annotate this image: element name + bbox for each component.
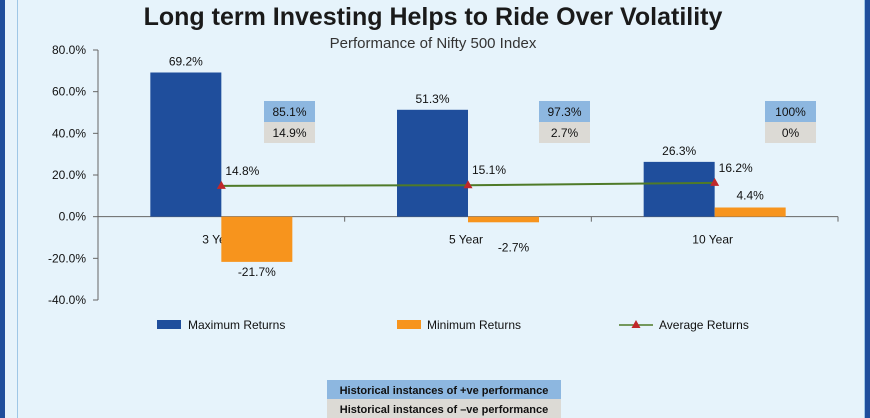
negative-instance-box	[765, 122, 816, 143]
legend-label-max: Maximum Returns	[188, 318, 285, 332]
max-return-label: 69.2%	[169, 55, 203, 69]
legend-label-min: Minimum Returns	[427, 318, 521, 332]
max-return-bar	[150, 72, 222, 217]
instance-boxes: 85.1% 14.9% 97.3% 2.7% 100% 0%	[264, 101, 816, 143]
notes: Historical instances of +ve performance H…	[327, 380, 561, 418]
max-return-bar	[643, 161, 715, 217]
min-return-bar	[714, 207, 786, 217]
y-tick-label: 60.0%	[52, 85, 86, 99]
average-return-label: 16.2%	[719, 161, 753, 175]
positive-instance-box	[264, 101, 315, 122]
positive-note-text: Historical instances of +ve performance	[340, 385, 549, 397]
negative-instance-box	[264, 122, 315, 143]
positive-instance-box	[765, 101, 816, 122]
positive-instance-box	[539, 101, 590, 122]
x-tick-label: 10 Year	[692, 233, 733, 247]
average-return-marker	[710, 177, 720, 186]
negative-note-box	[327, 399, 561, 418]
legend-marker-avg	[631, 320, 641, 328]
x-tick-label: 5 Year	[449, 233, 483, 247]
negative-instance-label: 14.9%	[272, 126, 306, 140]
positive-instance-label: 85.1%	[272, 105, 306, 119]
negative-instance-label: 0%	[782, 126, 800, 140]
average-return-label: 14.8%	[225, 164, 259, 178]
max-return-bar	[397, 109, 468, 217]
average-return-marker	[216, 180, 226, 189]
positive-note-box	[327, 380, 561, 399]
negative-note-text: Historical instances of –ve performance	[340, 404, 548, 416]
legend-label-avg: Average Returns	[659, 318, 749, 332]
y-tick-label: 40.0%	[52, 126, 86, 140]
negative-instance-label: 2.7%	[551, 126, 579, 140]
average-return-marker	[463, 180, 473, 189]
average-return-label: 15.1%	[472, 163, 506, 177]
min-return-label: -21.7%	[238, 265, 276, 279]
chart-title: Long term Investing Helps to Ride Over V…	[144, 3, 723, 31]
bars: 69.2% -21.7% 51.3% -2.7% 26.3% 4.4%	[150, 55, 786, 279]
y-tick-label: 20.0%	[52, 168, 86, 182]
y-tick-label: 80.0%	[52, 43, 86, 57]
min-return-bar	[221, 216, 293, 262]
y-tick-label: -20.0%	[48, 251, 86, 265]
y-tick-label: 0.0%	[59, 210, 87, 224]
legend-swatch-min	[397, 320, 421, 329]
min-return-label: -2.7%	[498, 241, 530, 255]
max-return-label: 51.3%	[415, 92, 449, 106]
max-return-label: 26.3%	[662, 144, 696, 158]
negative-instance-box	[539, 122, 590, 143]
legend-swatch-max	[157, 320, 181, 329]
min-return-bar	[468, 216, 539, 223]
legend: Maximum Returns Minimum Returns Average Re…	[157, 318, 749, 332]
positive-instance-label: 97.3%	[547, 105, 581, 119]
average-line: 14.8% 15.1% 16.2%	[216, 161, 753, 189]
y-tick-label: -40.0%	[48, 293, 86, 307]
y-axis: 80.0% 60.0% 40.0% 20.0% 0.0% -20.0% -40.0%	[48, 43, 99, 307]
positive-instance-label: 100%	[775, 105, 806, 119]
chart-subtitle: Performance of Nifty 500 Index	[330, 35, 537, 52]
min-return-label: 4.4%	[736, 189, 764, 203]
